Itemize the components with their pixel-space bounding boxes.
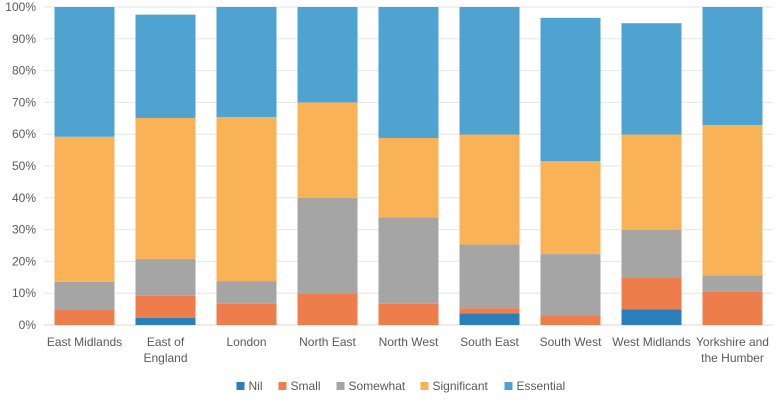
bar-essential [702, 7, 763, 125]
legend-label: Nil [249, 379, 263, 393]
bar-somewhat [54, 281, 115, 311]
legend-label: Essential [517, 379, 566, 393]
x-tick-label: South West [540, 335, 602, 349]
bar-significant [54, 136, 115, 282]
bar-essential [297, 7, 358, 103]
bar-essential [216, 7, 277, 118]
bar-somewhat [297, 197, 358, 294]
x-tick-label: London [226, 335, 266, 349]
y-tick-label: 20% [12, 254, 36, 268]
bar-somewhat [540, 254, 601, 316]
legend-swatch-essential [504, 382, 513, 390]
legend-swatch-significant [420, 382, 429, 390]
x-tick-label: North East [299, 335, 356, 349]
legend-swatch-nil [236, 382, 245, 390]
bar-small [54, 310, 115, 325]
bar-small [621, 277, 682, 310]
bar-somewhat [702, 275, 763, 292]
y-tick-label: 0% [19, 318, 37, 332]
bar-small [702, 291, 763, 325]
x-tick-label: England [143, 351, 187, 365]
bar-small [135, 295, 196, 318]
y-tick-label: 80% [12, 64, 36, 78]
bar-somewhat [459, 244, 520, 309]
legend-label: Significant [433, 379, 489, 393]
legend-label: Somewhat [349, 379, 406, 393]
y-tick-label: 70% [12, 95, 36, 109]
x-tick-label: the Humber [701, 351, 764, 365]
y-tick-label: 40% [12, 191, 36, 205]
bar-significant [297, 102, 358, 198]
y-tick-label: 60% [12, 127, 36, 141]
bar-significant [540, 161, 601, 255]
bar-small [378, 303, 439, 325]
y-tick-label: 10% [12, 286, 36, 300]
legend-swatch-somewhat [336, 382, 345, 390]
bar-small [216, 303, 277, 325]
bar-significant [216, 117, 277, 282]
bar-somewhat [621, 229, 682, 278]
bar-essential [621, 23, 682, 135]
bar-small [459, 308, 520, 314]
x-tick-label: West Midlands [612, 335, 690, 349]
bar-nil [135, 317, 196, 325]
bar-significant [135, 117, 196, 259]
bar-significant [378, 138, 439, 218]
bar-somewhat [216, 281, 277, 304]
bar-somewhat [135, 258, 196, 296]
y-tick-label: 90% [12, 32, 36, 46]
bar-significant [702, 124, 763, 276]
legend-swatch-small [278, 382, 287, 390]
bar-essential [459, 7, 520, 135]
bar-somewhat [378, 217, 439, 304]
legend-label: Small [291, 379, 321, 393]
y-tick-label: 50% [12, 159, 36, 173]
y-tick-label: 100% [5, 0, 36, 14]
bar-essential [135, 14, 196, 118]
x-tick-label: Yorkshire and [696, 335, 769, 349]
bar-significant [621, 134, 682, 230]
x-tick-label: East Midlands [47, 335, 122, 349]
bar-essential [54, 7, 115, 137]
x-tick-label: South East [460, 335, 519, 349]
y-tick-label: 30% [12, 223, 36, 237]
bar-small [540, 315, 601, 325]
bar-nil [621, 309, 682, 325]
bar-nil [459, 313, 520, 325]
bar-significant [459, 134, 520, 245]
bar-essential [540, 17, 601, 162]
bar-essential [378, 7, 439, 139]
x-tick-label: East of [147, 335, 185, 349]
x-tick-label: North West [379, 335, 439, 349]
bar-small [297, 293, 358, 325]
